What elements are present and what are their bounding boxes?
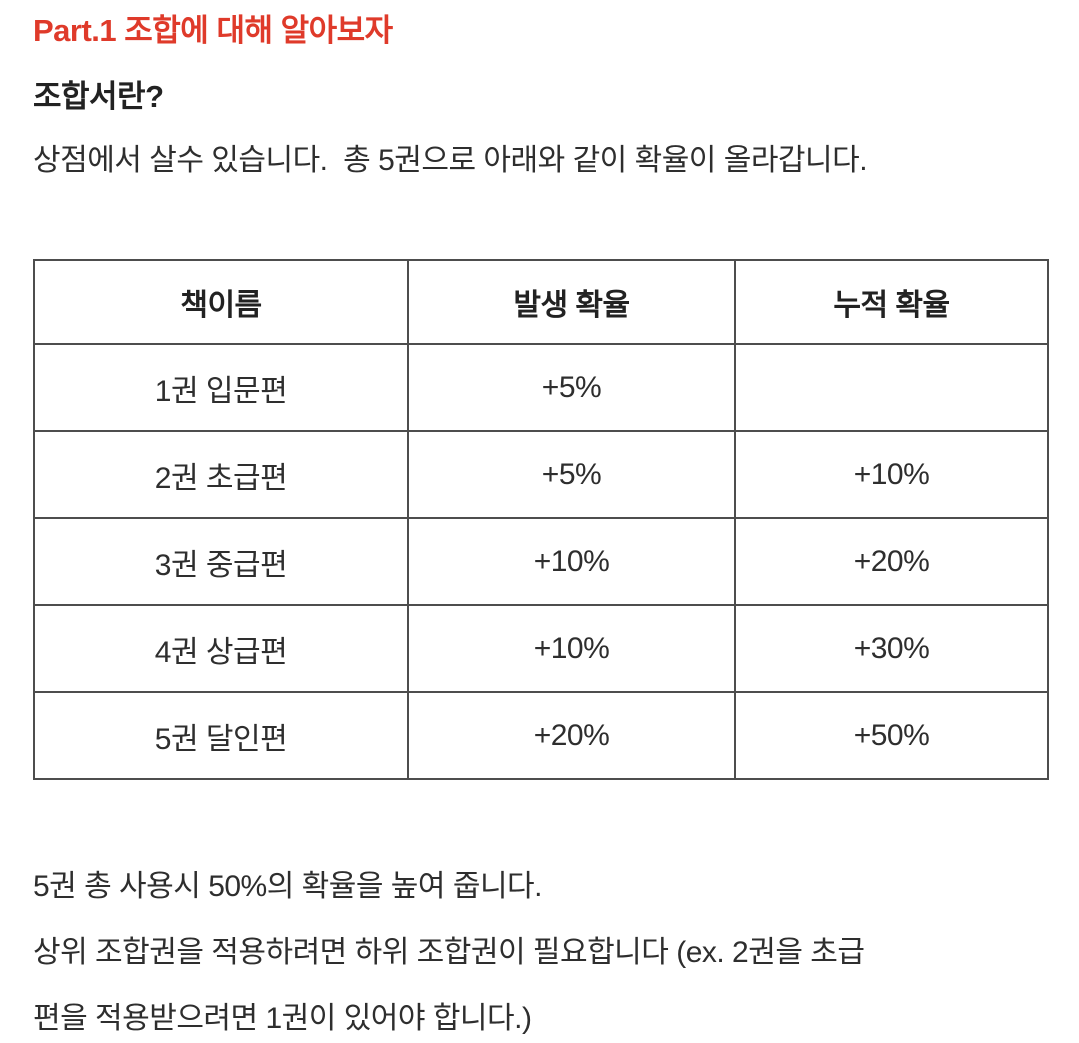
cell-cumulative-prob bbox=[734, 343, 1049, 432]
cell-cumulative-prob: +20% bbox=[734, 517, 1049, 606]
note-prerequisite-line1: 상위 조합권을 적용하려면 하위 조합권이 필요합니다 (ex. 2권을 초급 bbox=[33, 936, 865, 969]
header-occurrence-prob: 발생 확율 bbox=[407, 259, 736, 345]
cell-occurrence-prob: +5% bbox=[407, 343, 736, 432]
table-row: 5권 달인편 +20% +50% bbox=[33, 691, 1049, 780]
section-subtitle: 조합서란? bbox=[33, 79, 164, 114]
table-row: 3권 중급편 +10% +20% bbox=[33, 517, 1049, 606]
cell-cumulative-prob: +10% bbox=[734, 430, 1049, 519]
intro-text: 상점에서 살수 있습니다. 총 5권으로 아래와 같이 확율이 올라갑니다. bbox=[33, 144, 868, 177]
header-cumulative-prob: 누적 확율 bbox=[734, 259, 1049, 345]
header-book-name: 책이름 bbox=[33, 259, 409, 345]
note-total-bonus: 5권 총 사용시 50%의 확율을 높여 줍니다. bbox=[33, 870, 542, 903]
cell-cumulative-prob: +50% bbox=[734, 691, 1049, 780]
cell-book-name: 2권 초급편 bbox=[33, 430, 409, 519]
cell-occurrence-prob: +5% bbox=[407, 430, 736, 519]
probability-table: 책이름 발생 확율 누적 확율 1권 입문편 +5% 2권 초급편 +5% +1… bbox=[33, 259, 1049, 780]
table-header-row: 책이름 발생 확율 누적 확율 bbox=[33, 259, 1049, 345]
table-row: 2권 초급편 +5% +10% bbox=[33, 430, 1049, 519]
cell-book-name: 4권 상급편 bbox=[33, 604, 409, 693]
cell-book-name: 5권 달인편 bbox=[33, 691, 409, 780]
note-prerequisite-line2: 편을 적용받으려면 1권이 있어야 합니다.) bbox=[33, 1002, 532, 1035]
cell-occurrence-prob: +10% bbox=[407, 517, 736, 606]
table-row: 4권 상급편 +10% +30% bbox=[33, 604, 1049, 693]
cell-cumulative-prob: +30% bbox=[734, 604, 1049, 693]
cell-occurrence-prob: +10% bbox=[407, 604, 736, 693]
cell-occurrence-prob: +20% bbox=[407, 691, 736, 780]
cell-book-name: 1권 입문편 bbox=[33, 343, 409, 432]
table-row: 1권 입문편 +5% bbox=[33, 343, 1049, 432]
footnotes: 5권 총 사용시 50%의 확율을 높여 줍니다. 상위 조합권을 적용하려면 … bbox=[33, 854, 1047, 1043]
cell-book-name: 3권 중급편 bbox=[33, 517, 409, 606]
page-title: Part.1 조합에 대해 알아보자 bbox=[33, 13, 393, 48]
